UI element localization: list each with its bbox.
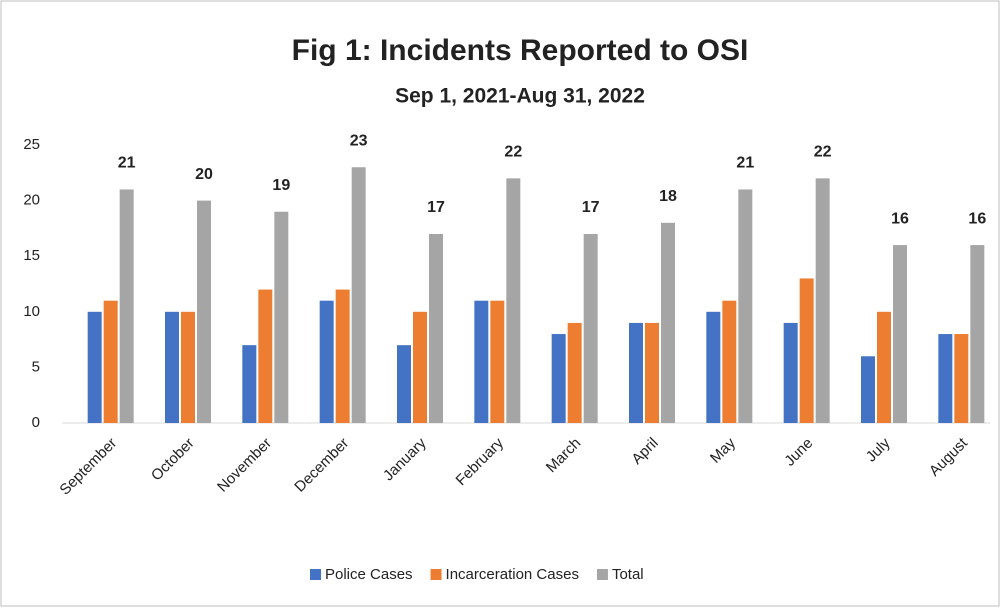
- legend-swatch: [430, 569, 442, 580]
- bar: [506, 178, 521, 423]
- data-label: 21: [736, 155, 754, 172]
- bar: [197, 200, 211, 423]
- y-tick-label: 15: [23, 247, 40, 264]
- bar: [474, 300, 489, 423]
- bar: [938, 334, 953, 423]
- bar: [738, 189, 753, 423]
- bar: [583, 233, 598, 423]
- data-label: 16: [968, 210, 986, 227]
- chart-subtitle: Sep 1, 2021-Aug 31, 2022: [395, 85, 645, 108]
- bar: [645, 322, 659, 423]
- legend-swatch: [596, 569, 608, 580]
- bar: [429, 233, 443, 423]
- data-label: 21: [118, 155, 136, 172]
- bar: [551, 334, 566, 423]
- bar: [893, 245, 907, 423]
- bar: [165, 311, 179, 423]
- bar: [799, 278, 814, 423]
- bar: [661, 222, 675, 423]
- y-tick-label: 20: [23, 192, 40, 209]
- bar: [413, 311, 427, 423]
- bar: [970, 245, 985, 423]
- data-label: 16: [891, 210, 909, 227]
- bar: [351, 167, 366, 423]
- bar: [242, 345, 257, 423]
- data-label: 17: [582, 199, 600, 216]
- data-label: 18: [659, 188, 677, 205]
- bar: [87, 311, 102, 423]
- bar: [258, 289, 273, 423]
- bar: [397, 345, 411, 423]
- bar: [335, 289, 350, 423]
- bar: [783, 322, 798, 423]
- chart-title: Fig 1: Incidents Reported to OSI: [292, 34, 749, 67]
- data-label: 17: [427, 199, 445, 216]
- legend-swatch: [310, 569, 321, 580]
- legend-label: Police Cases: [325, 566, 413, 583]
- data-label: 22: [814, 144, 832, 161]
- bar: [722, 300, 737, 423]
- data-label: 22: [504, 144, 522, 161]
- bar: [815, 178, 830, 423]
- bar: [490, 300, 505, 423]
- bar: [706, 311, 721, 423]
- bar: [319, 300, 334, 423]
- bar: [954, 334, 969, 423]
- y-tick-label: 10: [23, 303, 40, 320]
- bar: [861, 356, 875, 423]
- bar: [103, 300, 118, 423]
- bar: [877, 311, 891, 423]
- bar: [629, 322, 643, 423]
- data-label: 23: [350, 132, 368, 149]
- data-label: 19: [272, 177, 290, 194]
- data-label: 20: [195, 166, 213, 183]
- y-tick-label: 25: [23, 136, 40, 153]
- legend-label: Incarceration Cases: [446, 566, 579, 583]
- y-tick-label: 0: [32, 414, 40, 431]
- bar: [567, 322, 582, 423]
- bar: [119, 189, 134, 423]
- y-tick-label: 5: [32, 358, 40, 375]
- bar: [274, 211, 289, 423]
- bar: [181, 311, 195, 423]
- legend-label: Total: [612, 566, 644, 583]
